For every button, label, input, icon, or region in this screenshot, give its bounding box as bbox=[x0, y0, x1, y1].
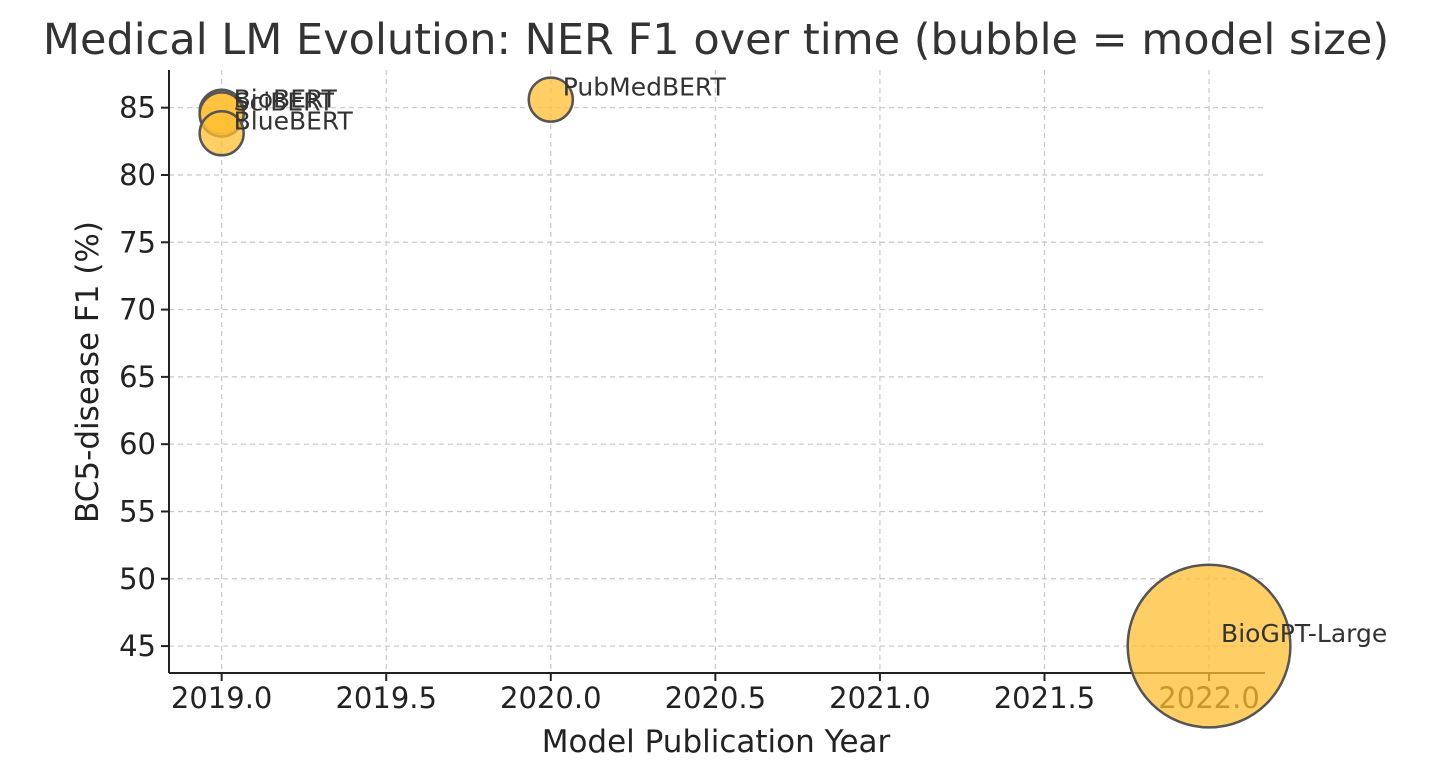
grid-lines bbox=[169, 70, 1265, 673]
bubbles bbox=[198, 76, 1292, 729]
bubble-label: BioGPT-Large bbox=[1221, 619, 1387, 648]
y-tick-label: 85 bbox=[119, 91, 156, 125]
y-tick-label: 75 bbox=[119, 225, 156, 259]
x-tick-label: 2019.0 bbox=[171, 681, 272, 715]
x-tick-label: 2020.5 bbox=[665, 681, 766, 715]
x-tick-label: 2021.5 bbox=[994, 681, 1095, 715]
bubble-biogpt-large bbox=[1126, 563, 1292, 729]
bubble-bluebert bbox=[198, 109, 245, 157]
y-tick-label: 70 bbox=[119, 293, 156, 327]
bubble-label: BioBERT bbox=[234, 85, 338, 114]
y-tick-label: 65 bbox=[119, 360, 156, 394]
axes: 2019.02019.52020.02020.52021.02021.52022… bbox=[119, 70, 1265, 715]
y-tick-label: 45 bbox=[119, 629, 156, 663]
x-tick-label: 2021.0 bbox=[829, 681, 930, 715]
y-tick-label: 80 bbox=[119, 158, 156, 192]
x-axis-label: Model Publication Year bbox=[542, 724, 891, 760]
y-tick-label: 50 bbox=[119, 562, 156, 596]
bubble-label: PubMedBERT bbox=[563, 73, 727, 102]
bubble-label: BlueBERT bbox=[234, 106, 354, 135]
y-tick-label: 55 bbox=[119, 494, 156, 528]
y-tick-label: 60 bbox=[119, 427, 156, 461]
y-axis-label: BC5-disease F1 (%) bbox=[70, 221, 106, 523]
bubble-pubmedbert bbox=[527, 76, 575, 123]
x-tick-label: 2019.5 bbox=[335, 681, 436, 715]
bubble-label: SciBERT bbox=[234, 87, 335, 116]
chart-title: Medical LM Evolution: NER F1 over time (… bbox=[43, 15, 1389, 65]
x-tick-label: 2020.0 bbox=[500, 681, 601, 715]
